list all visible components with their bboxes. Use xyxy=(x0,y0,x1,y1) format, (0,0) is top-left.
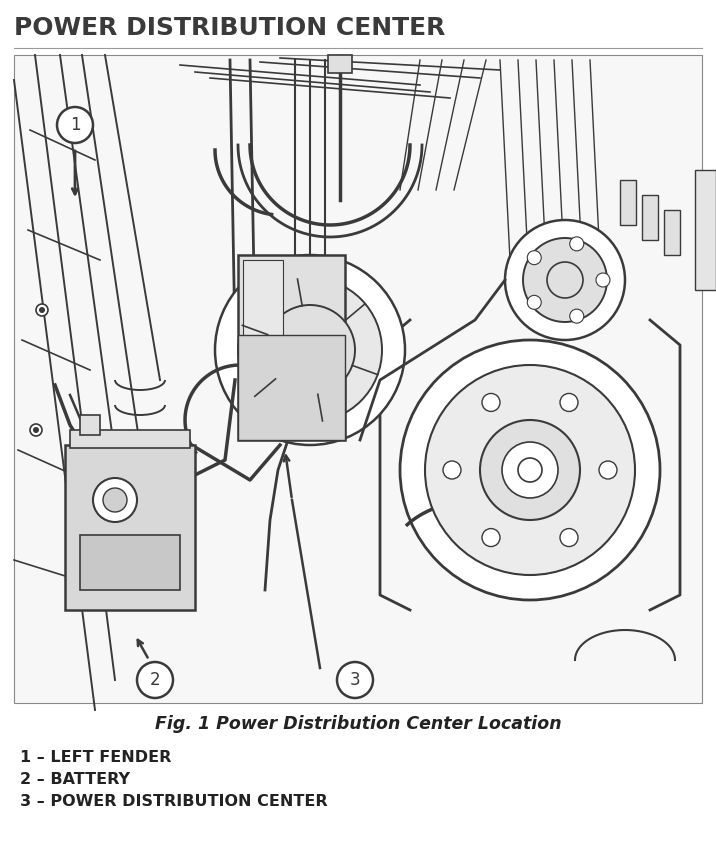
Bar xyxy=(664,210,680,255)
Circle shape xyxy=(527,295,541,309)
Circle shape xyxy=(337,662,373,698)
Circle shape xyxy=(482,528,500,546)
Bar xyxy=(620,180,636,225)
Circle shape xyxy=(523,238,607,322)
Bar xyxy=(238,255,345,440)
Circle shape xyxy=(57,107,93,143)
Circle shape xyxy=(527,251,541,265)
Text: Fig. 1 Power Distribution Center Location: Fig. 1 Power Distribution Center Locatio… xyxy=(155,715,561,733)
Circle shape xyxy=(599,461,617,479)
Circle shape xyxy=(482,393,500,411)
Circle shape xyxy=(505,220,625,340)
Circle shape xyxy=(238,278,382,422)
Bar xyxy=(238,335,345,440)
Text: 2 – BATTERY: 2 – BATTERY xyxy=(20,772,130,786)
Circle shape xyxy=(39,307,45,313)
Bar xyxy=(80,415,100,435)
Circle shape xyxy=(443,461,461,479)
Circle shape xyxy=(30,424,42,436)
Text: 3 – POWER DISTRIBUTION CENTER: 3 – POWER DISTRIBUTION CENTER xyxy=(20,793,328,808)
Circle shape xyxy=(570,237,584,251)
Text: 2: 2 xyxy=(150,671,160,689)
Circle shape xyxy=(265,305,355,395)
Bar xyxy=(14,55,702,703)
Text: 3: 3 xyxy=(349,671,360,689)
Bar xyxy=(243,260,283,435)
Text: 1: 1 xyxy=(69,116,80,134)
Circle shape xyxy=(103,488,127,512)
Circle shape xyxy=(560,528,578,546)
Circle shape xyxy=(425,365,635,575)
Circle shape xyxy=(36,304,48,316)
Bar xyxy=(80,535,180,590)
Text: 1 – LEFT FENDER: 1 – LEFT FENDER xyxy=(20,750,171,764)
Circle shape xyxy=(480,420,580,520)
Circle shape xyxy=(33,427,39,433)
Circle shape xyxy=(547,262,583,298)
Text: POWER DISTRIBUTION CENTER: POWER DISTRIBUTION CENTER xyxy=(14,16,445,40)
Bar xyxy=(642,195,658,240)
Circle shape xyxy=(400,340,660,600)
Circle shape xyxy=(502,442,558,498)
Circle shape xyxy=(518,458,542,482)
Circle shape xyxy=(560,393,578,411)
Circle shape xyxy=(570,309,584,323)
Bar xyxy=(328,55,352,73)
Bar xyxy=(695,170,716,290)
Bar xyxy=(65,445,195,610)
Circle shape xyxy=(215,255,405,445)
Circle shape xyxy=(137,662,173,698)
Circle shape xyxy=(596,273,610,287)
Circle shape xyxy=(93,478,137,522)
Bar xyxy=(70,430,190,448)
